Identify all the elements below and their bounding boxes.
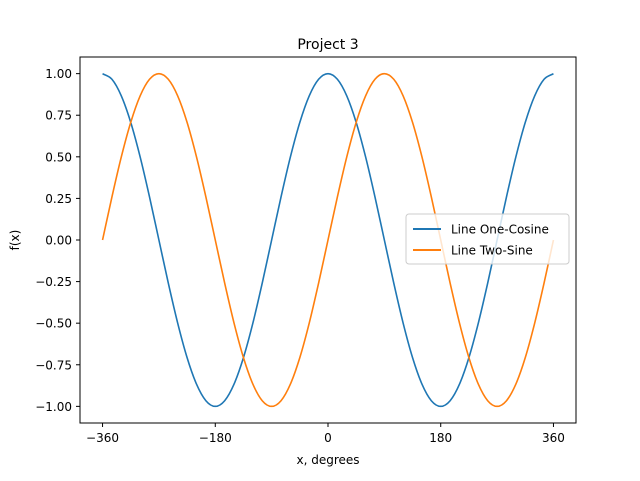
series-line-sine (101, 72, 555, 408)
x-tick-label: 180 (429, 431, 452, 445)
y-tick-label: 0.25 (45, 192, 72, 206)
x-tick-label: 360 (542, 431, 565, 445)
y-tick-label: −1.00 (35, 400, 72, 414)
legend-label-sine: Line Two-Sine (451, 244, 533, 258)
series-layer (101, 72, 555, 408)
x-tick-label: −360 (86, 431, 119, 445)
y-tick-label: 0.75 (45, 109, 72, 123)
y-tick-label: −0.25 (35, 275, 72, 289)
x-axis-ticks: −360 −180 0 180 360 (86, 423, 565, 445)
y-tick-label: 0.50 (45, 150, 72, 164)
chart-title: Project 3 (297, 37, 358, 53)
x-tick-label: 0 (324, 431, 332, 445)
legend-label-cosine: Line One-Cosine (451, 223, 549, 237)
x-tick-label: −180 (199, 431, 232, 445)
y-tick-label: −0.50 (35, 317, 72, 331)
legend-box (405, 213, 570, 265)
y-tick-label: 0.00 (45, 234, 72, 248)
y-tick-label: −0.75 (35, 358, 72, 372)
x-axis-label: x, degrees (296, 453, 359, 467)
series-line-cosine (102, 72, 554, 408)
legend: Line One-Cosine Line Two-Sine (405, 213, 570, 265)
y-axis-ticks: 1.00 0.75 0.50 0.25 0.00 −0.25 −0.50 −0.75 −1.00 (35, 67, 80, 414)
y-tick-label: 1.00 (45, 67, 72, 81)
y-axis-label: f(x) (8, 230, 22, 251)
